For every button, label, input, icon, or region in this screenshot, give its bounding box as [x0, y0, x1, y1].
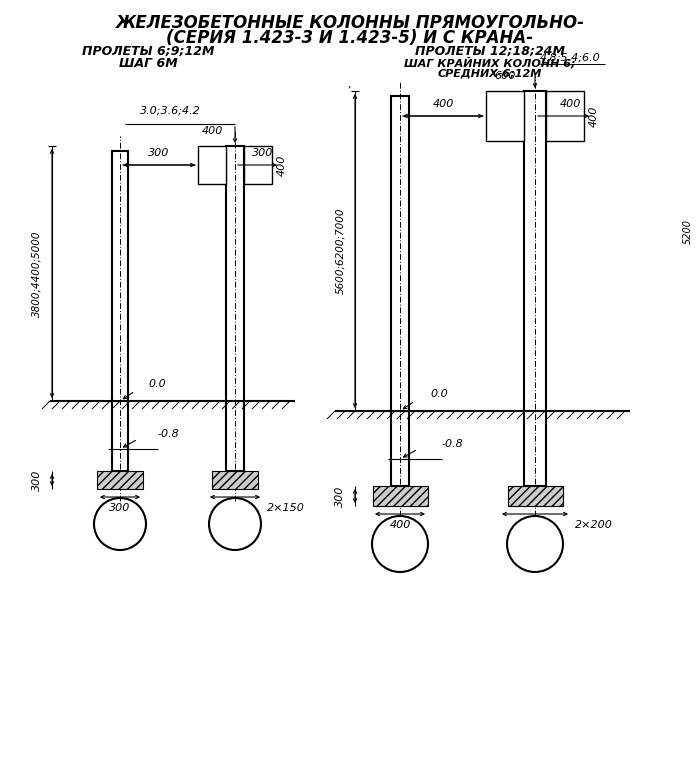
- Text: 4.8;5.4;6.0: 4.8;5.4;6.0: [540, 53, 601, 63]
- Bar: [391, 96, 409, 486]
- Bar: [97, 471, 143, 489]
- Text: -0.8: -0.8: [442, 439, 463, 449]
- Text: 400: 400: [202, 126, 223, 136]
- Bar: [524, 91, 546, 486]
- Text: ШАГ 6М: ШАГ 6М: [118, 57, 177, 70]
- Text: 2×200: 2×200: [575, 520, 613, 530]
- Text: 300: 300: [252, 148, 274, 158]
- Bar: [546, 91, 584, 141]
- Bar: [244, 146, 272, 184]
- Text: 300: 300: [109, 503, 131, 513]
- Text: 3800;4400;5000: 3800;4400;5000: [32, 231, 42, 317]
- Bar: [112, 151, 128, 471]
- Text: 600: 600: [494, 71, 516, 81]
- Text: 0.0: 0.0: [148, 379, 166, 389]
- Text: 400: 400: [589, 106, 599, 126]
- Bar: [508, 486, 563, 506]
- Text: 0.0: 0.0: [430, 389, 448, 399]
- Text: 400: 400: [389, 520, 411, 530]
- Bar: [486, 91, 524, 141]
- Text: 400: 400: [277, 154, 287, 176]
- Text: 2×150: 2×150: [267, 503, 305, 513]
- Text: ПРОЛЕТЫ 12;18;24М: ПРОЛЕТЫ 12;18;24М: [415, 45, 565, 58]
- Text: 300: 300: [32, 470, 42, 490]
- Text: 300: 300: [148, 148, 169, 158]
- Text: 5200: 5200: [683, 218, 693, 244]
- Text: 5600;6200;7000: 5600;6200;7000: [335, 207, 345, 295]
- Bar: [372, 486, 428, 506]
- Text: -0.8: -0.8: [158, 429, 180, 439]
- Text: 3.0;3.6;4.2: 3.0;3.6;4.2: [139, 106, 200, 116]
- Text: 400: 400: [433, 99, 454, 109]
- Text: 300: 300: [335, 485, 345, 507]
- Text: ШАГ КРАЙНИХ КОЛОНН 6;: ШАГ КРАЙНИХ КОЛОНН 6;: [405, 57, 575, 69]
- Text: (СЕРИЯ 1.423-3 И 1.423-5) И С КРАНА-: (СЕРИЯ 1.423-3 И 1.423-5) И С КРАНА-: [167, 29, 533, 47]
- Text: 400: 400: [559, 99, 581, 109]
- Bar: [212, 471, 258, 489]
- Text: СРЕДНИХ-6;12М: СРЕДНИХ-6;12М: [438, 68, 542, 78]
- Text: ЖЕЛЕЗОБЕТОННЫЕ КОЛОННЫ ПРЯМОУГОЛЬНО-: ЖЕЛЕЗОБЕТОННЫЕ КОЛОННЫ ПРЯМОУГОЛЬНО-: [116, 14, 584, 32]
- Bar: [226, 146, 244, 471]
- Bar: [198, 146, 226, 184]
- Text: ’: ’: [346, 86, 350, 96]
- Text: ПРОЛЕТЫ 6;9;12М: ПРОЛЕТЫ 6;9;12М: [82, 45, 214, 58]
